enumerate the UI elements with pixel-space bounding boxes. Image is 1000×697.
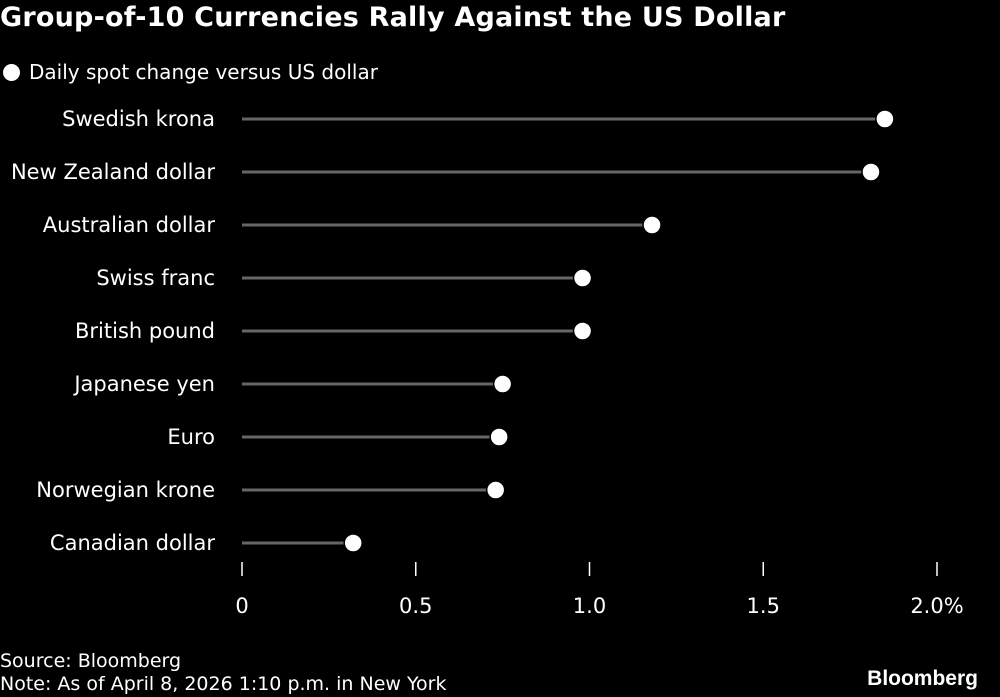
- category-label: Canadian dollar: [50, 531, 215, 555]
- chart-title: Group-of-10 Currencies Rally Against the…: [0, 2, 786, 33]
- legend-label: Daily spot change versus US dollar: [29, 60, 378, 84]
- category-label: Japanese yen: [72, 372, 215, 396]
- category-label: Swedish krona: [62, 107, 215, 131]
- data-point-marker: [861, 162, 881, 182]
- source-note: Source: Bloomberg: [0, 650, 182, 672]
- data-point-marker: [642, 215, 662, 235]
- data-point-marker: [343, 533, 363, 553]
- x-tick-label: 1.5: [747, 594, 780, 618]
- category-label: Swiss franc: [96, 266, 215, 290]
- data-point-marker: [875, 109, 895, 129]
- data-point-marker: [489, 427, 509, 447]
- lollipop-chart: Swedish krona New Zealand dollar Australia…: [11, 107, 964, 618]
- legend-marker-icon: [3, 63, 20, 81]
- data-point-marker: [485, 480, 506, 500]
- category-label: British pound: [75, 319, 215, 343]
- data-point-marker: [572, 268, 593, 288]
- x-tick-label: 1.0: [573, 594, 606, 618]
- footnote: Note: As of April 8, 2026 1:10 p.m. in N…: [0, 673, 447, 695]
- category-label: Norwegian krone: [36, 478, 215, 502]
- data-point-marker: [492, 374, 513, 394]
- data-point-marker: [572, 321, 593, 341]
- category-label: Euro: [167, 425, 215, 449]
- x-tick-label: 0.5: [399, 594, 432, 618]
- legend: Daily spot change versus US dollar: [3, 60, 378, 84]
- x-tick-label: 2.0%: [910, 594, 963, 618]
- category-label: Australian dollar: [43, 213, 216, 237]
- bloomberg-logo: Bloomberg: [867, 667, 978, 690]
- category-label: New Zealand dollar: [11, 160, 215, 184]
- x-tick-label: 0: [235, 594, 248, 618]
